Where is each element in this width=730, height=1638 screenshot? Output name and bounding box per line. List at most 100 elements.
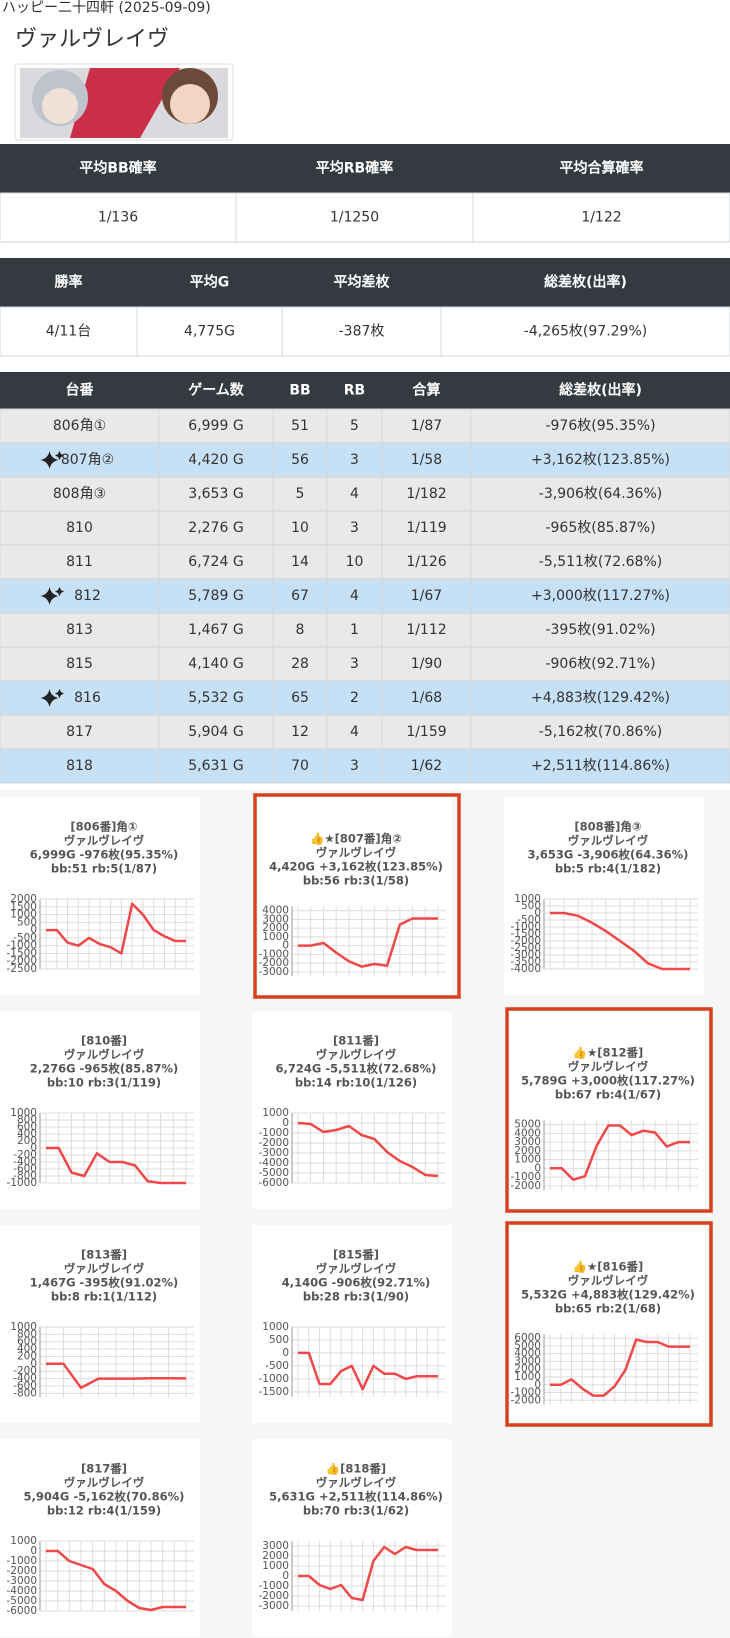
- y-tick-label: 1000: [10, 1321, 37, 1333]
- table-cell: -5,511枚(72.68%): [539, 554, 662, 570]
- y-tick-label: 0: [30, 1358, 37, 1370]
- table-cell: 10: [346, 554, 364, 570]
- chart-title-line: bb:5 rb:4(1/182): [555, 862, 661, 876]
- table-cell: -976枚(95.35%): [545, 418, 655, 434]
- y-tick-label: -1000: [258, 1580, 289, 1592]
- chart-title-line: ヴァルヴレイヴ: [316, 1476, 397, 1490]
- table-row-bg: [0, 510, 730, 546]
- table-cell: 56: [291, 452, 309, 468]
- table-cell: 1/159: [406, 724, 446, 740]
- table-cell: 1/122: [581, 210, 621, 226]
- y-tick-label: -6000: [6, 1605, 37, 1617]
- table-header-cell: 平均G: [190, 274, 230, 291]
- chart-title-line: 2,276G -965枚(85.87%): [30, 1062, 179, 1076]
- y-tick-label: 2000: [262, 922, 289, 934]
- table-cell: 5,904 G: [188, 724, 243, 740]
- data-line: [550, 1338, 690, 1397]
- y-tick-label: -3000: [258, 966, 289, 978]
- table-cell: 2,276 G: [188, 520, 243, 536]
- table-cell: 4: [350, 724, 359, 740]
- table-row-bg: [0, 748, 730, 784]
- y-tick-label: 2000: [10, 893, 37, 905]
- table-cell: 5,789 G: [188, 588, 243, 604]
- y-tick-label: 0: [30, 924, 37, 936]
- table-header-cell: 合算: [413, 382, 441, 399]
- table-row-bg: [0, 680, 730, 716]
- table-header-bg: [0, 258, 730, 307]
- y-tick-label: -1000: [510, 1387, 541, 1399]
- y-tick-label: 1000: [262, 1560, 289, 1572]
- chart-highlight-border: [505, 1221, 713, 1427]
- y-tick-label: 2000: [514, 1363, 541, 1375]
- table-cell: 14: [291, 554, 309, 570]
- data-line: [550, 1124, 690, 1181]
- table-cell: 813: [66, 622, 93, 638]
- chart-title-line: 1,467G -395枚(91.02%): [30, 1276, 179, 1290]
- y-tick-label: 800: [17, 1114, 37, 1126]
- table-cell: 4: [350, 486, 359, 502]
- y-tick-label: 1000: [262, 1107, 289, 1119]
- table-cell: 806角①: [53, 418, 106, 434]
- data-line: [46, 902, 186, 955]
- y-tick-label: 400: [17, 1128, 37, 1140]
- table-cell: -5,162枚(70.86%): [539, 724, 662, 740]
- chart-title-line: ヴァルヴレイヴ: [316, 1048, 397, 1062]
- chart-title-line: [815番]: [333, 1248, 379, 1262]
- table-cell: 816: [74, 690, 101, 706]
- y-tick-label: 1000: [514, 893, 541, 905]
- chart-title-line: 4,420G +3,162枚(123.85%): [269, 860, 443, 874]
- y-tick-label: 1000: [262, 931, 289, 943]
- chart-title-line: ヴァルヴレイヴ: [568, 1274, 649, 1288]
- y-tick-label: -2000: [6, 955, 37, 967]
- chart-title-line: ヴァルヴレイヴ: [64, 1048, 145, 1062]
- y-tick-label: -500: [517, 914, 541, 926]
- y-tick-label: 0: [282, 940, 289, 952]
- y-tick-label: -3000: [258, 1147, 289, 1159]
- y-tick-label: -400: [13, 1156, 37, 1168]
- table-cell: 28: [291, 656, 309, 672]
- table-cell: 4: [350, 588, 359, 604]
- y-tick-label: -1000: [258, 948, 289, 960]
- data-line: [297, 1121, 439, 1178]
- table-header-cell: 平均差枚: [334, 274, 391, 291]
- chart-card: [0, 1225, 200, 1423]
- y-tick-label: -400: [13, 1373, 37, 1385]
- table-cell: 4/11台: [46, 324, 91, 340]
- y-tick-label: -1000: [258, 1373, 289, 1385]
- y-tick-label: 1000: [514, 1371, 541, 1383]
- y-tick-label: 6000: [514, 1332, 541, 1344]
- y-tick-label: 600: [17, 1121, 37, 1133]
- y-tick-label: -200: [13, 1149, 37, 1161]
- table-cell: 5,631 G: [188, 758, 243, 774]
- data-line: [298, 1545, 438, 1602]
- y-tick-label: -4000: [510, 963, 541, 975]
- y-tick-label: -600: [13, 1380, 37, 1392]
- table-cell: +4,883枚(129.42%): [531, 690, 670, 706]
- y-tick-label: 3000: [262, 1540, 289, 1552]
- y-tick-label: 1000: [10, 1535, 37, 1547]
- table-cell: 5,532 G: [188, 690, 243, 706]
- table-cell: 3: [350, 656, 359, 672]
- table-row-bg: [0, 306, 730, 357]
- table-cell: 1/182: [406, 486, 446, 502]
- chart-title-line: 3,653G -3,906枚(64.36%): [528, 848, 689, 862]
- table-cell: 67: [291, 588, 309, 604]
- table-row-bg: [0, 408, 730, 444]
- table-cell: 5: [350, 418, 359, 434]
- chart-title-line: bb:70 rb:3(1/62): [303, 1504, 409, 1518]
- table-cell: 4,775G: [184, 324, 235, 340]
- y-tick-label: 2000: [514, 1145, 541, 1157]
- table-header-cell: 総差枚(出率): [544, 274, 627, 291]
- table-cell: +3,000枚(117.27%): [531, 588, 670, 604]
- y-tick-label: -3000: [258, 1600, 289, 1612]
- y-tick-label: -2000: [510, 1394, 541, 1406]
- y-tick-label: -1000: [510, 1171, 541, 1183]
- chart-card: [0, 1439, 200, 1637]
- chart-title-line: [817番]: [81, 1462, 127, 1476]
- y-tick-label: 0: [282, 1570, 289, 1582]
- table-cell: 5: [296, 486, 305, 502]
- chart-title-line: 6,724G -5,511枚(72.68%): [276, 1062, 437, 1076]
- y-tick-label: -2000: [510, 935, 541, 947]
- table-cell: 10: [291, 520, 309, 536]
- y-tick-label: -4000: [6, 1585, 37, 1597]
